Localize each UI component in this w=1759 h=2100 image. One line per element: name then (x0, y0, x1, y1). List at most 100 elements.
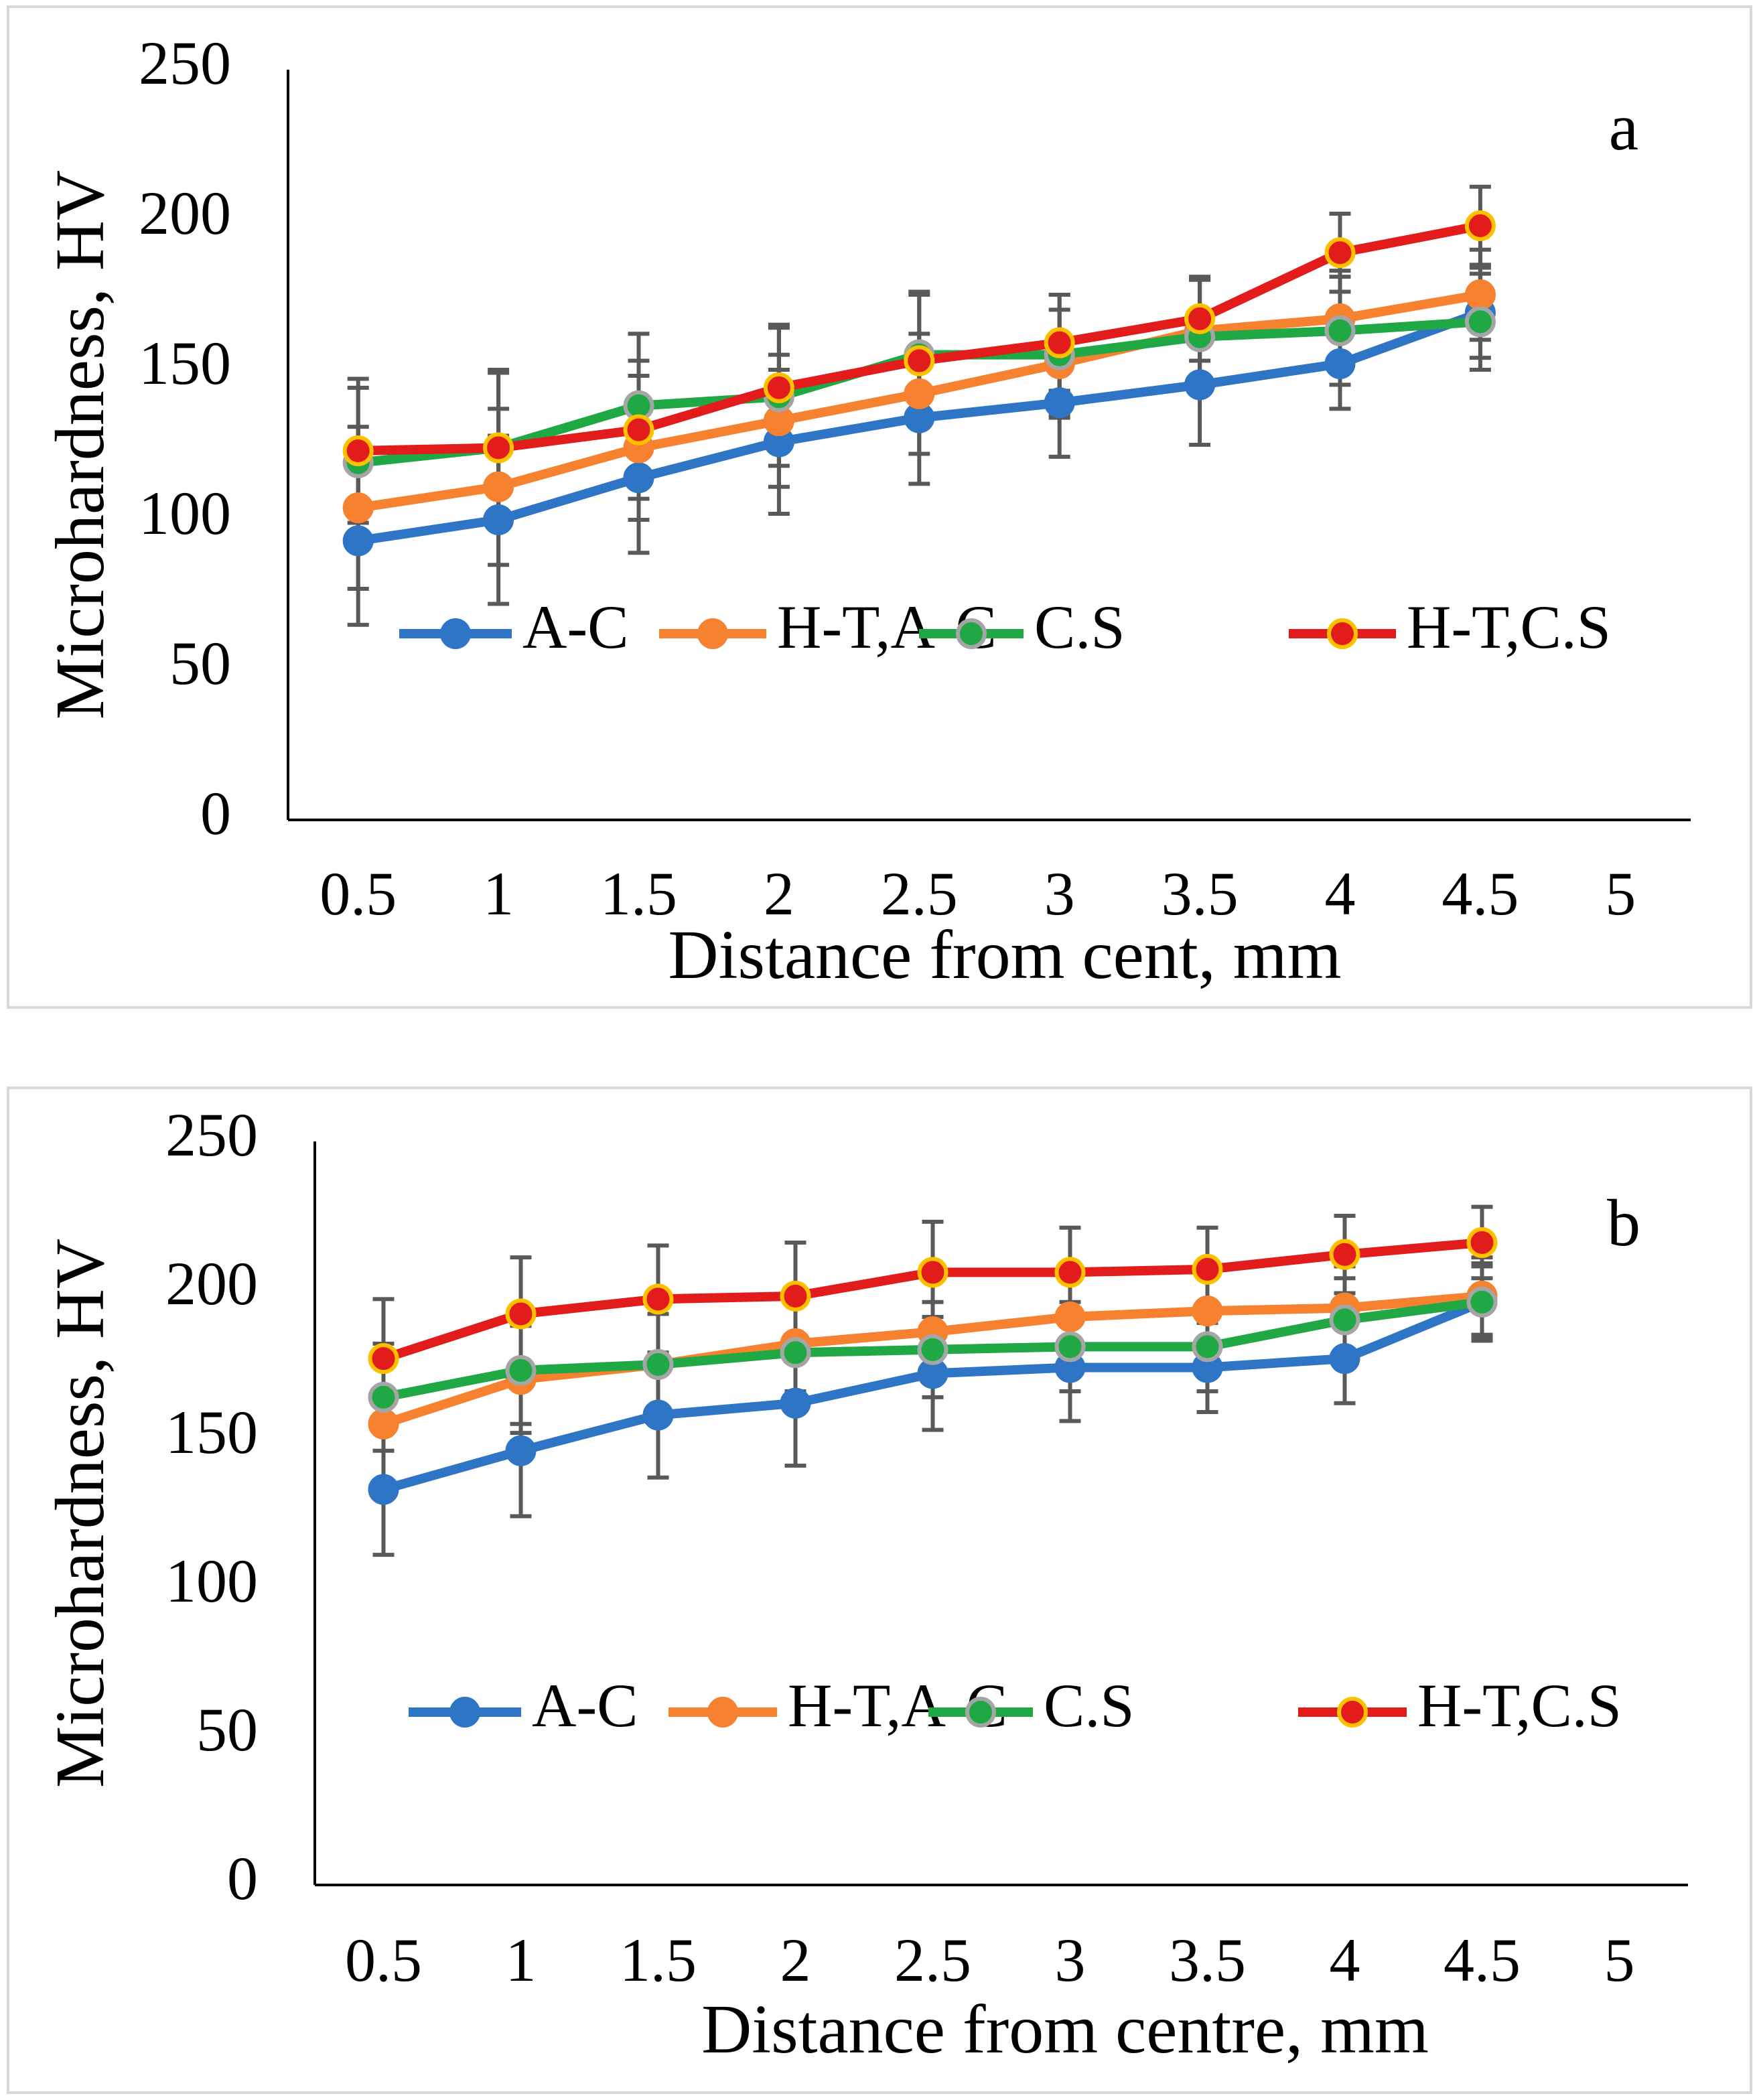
y-tick-label: 100 (165, 1547, 258, 1615)
marker (780, 1387, 811, 1419)
marker (1054, 1301, 1086, 1332)
marker (763, 372, 794, 403)
legend-label: C.S (1034, 593, 1125, 661)
y-tick-label: 50 (196, 1695, 258, 1764)
panel-frame (7, 1087, 1752, 2094)
y-tick-label: 0 (227, 1844, 258, 1912)
marker (342, 492, 374, 524)
x-tick-label: 4.5 (1444, 1926, 1521, 1994)
marker (1324, 348, 1356, 380)
marker (1329, 1304, 1360, 1336)
x-tick-label: 3 (1055, 1926, 1086, 1994)
x-tick-label: 3 (1044, 859, 1075, 928)
marker (342, 525, 374, 557)
x-tick-label: 0.5 (320, 859, 397, 928)
marker (368, 1381, 399, 1413)
y-tick-label: 250 (139, 29, 231, 97)
panel-label: b (1607, 1186, 1640, 1260)
marker (1044, 327, 1075, 358)
x-tick-label: 2.5 (881, 859, 958, 928)
legend-marker (965, 1697, 996, 1728)
marker (1192, 1296, 1223, 1327)
marker (780, 1337, 811, 1369)
marker (483, 432, 514, 464)
y-tick-label: 100 (139, 479, 231, 547)
marker (917, 1334, 948, 1365)
marker (368, 1474, 399, 1505)
marker (1054, 1257, 1086, 1288)
marker (1464, 279, 1496, 310)
marker (368, 1343, 399, 1375)
legend-label: A-C (522, 593, 628, 661)
marker (1464, 306, 1496, 338)
marker (1184, 303, 1216, 334)
y-tick-label: 0 (200, 779, 231, 847)
marker (1464, 210, 1496, 241)
panel-label: a (1609, 90, 1638, 164)
x-tick-label: 2 (764, 859, 794, 928)
marker (642, 1349, 674, 1380)
marker (1054, 1331, 1086, 1362)
marker (505, 1435, 537, 1466)
marker (1044, 387, 1075, 419)
legend-marker (697, 618, 728, 649)
x-tick-label: 1 (506, 1926, 537, 1994)
x-tick-label: 4 (1330, 1926, 1360, 1994)
marker (342, 435, 374, 466)
y-tick-label: 150 (165, 1398, 258, 1466)
legend-label: H-T,C.S (1417, 1671, 1622, 1740)
y-tick-label: 150 (139, 329, 231, 397)
x-tick-label: 1.5 (620, 1926, 697, 1994)
marker (1192, 1331, 1223, 1362)
marker (1329, 1239, 1360, 1270)
legend-marker (956, 618, 987, 649)
marker (505, 1298, 537, 1330)
marker (1324, 315, 1356, 346)
x-tick-label: 1 (483, 859, 514, 928)
marker (780, 1280, 811, 1312)
marker (642, 1399, 674, 1431)
y-tick-label: 250 (165, 1101, 258, 1169)
marker (1329, 1343, 1360, 1375)
legend-label: H-T,C.S (1407, 593, 1611, 661)
x-tick-label: 2 (780, 1926, 811, 1994)
marker (1192, 1253, 1223, 1285)
marker (483, 504, 514, 535)
x-axis-title: Distance from centre, mm (701, 1991, 1429, 2068)
x-tick-label: 4.5 (1441, 859, 1519, 928)
legend-label: A-C (532, 1671, 638, 1740)
x-tick-label: 3.5 (1169, 1926, 1246, 1994)
x-tick-label: 3.5 (1162, 859, 1239, 928)
y-axis-title: Microhardness, HV (42, 170, 119, 719)
legend-marker (707, 1697, 738, 1728)
x-tick-label: 0.5 (345, 1926, 422, 1994)
legend-marker (449, 1697, 480, 1728)
marker (1184, 369, 1216, 401)
marker (483, 471, 514, 502)
panel-frame (7, 5, 1752, 1009)
marker (505, 1354, 537, 1386)
marker (642, 1283, 674, 1315)
marker (623, 414, 654, 445)
x-tick-label: 2.5 (894, 1926, 971, 1994)
marker (1466, 1227, 1498, 1258)
legend-marker (1327, 618, 1358, 649)
y-tick-label: 200 (165, 1249, 258, 1318)
marker (368, 1408, 399, 1440)
x-tick-label: 1.5 (600, 859, 677, 928)
marker (904, 345, 935, 376)
x-tick-label: 5 (1605, 859, 1636, 928)
legend-marker (1337, 1697, 1368, 1728)
marker (1466, 1286, 1498, 1318)
marker (904, 378, 935, 409)
legend-marker (440, 618, 471, 649)
y-tick-label: 50 (169, 629, 231, 697)
legend-label: C.S (1044, 1671, 1135, 1740)
marker (1324, 237, 1356, 269)
marker (917, 1257, 948, 1288)
x-tick-label: 5 (1604, 1926, 1635, 1994)
x-axis-title: Distance from cent, mm (668, 916, 1341, 993)
marker (623, 462, 654, 494)
y-axis-title: Microhardness, HV (42, 1239, 119, 1788)
y-tick-label: 200 (139, 179, 231, 247)
